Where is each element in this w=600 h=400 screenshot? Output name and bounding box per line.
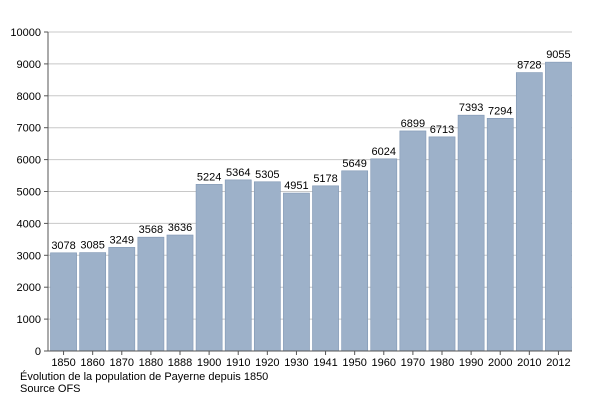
data-label: 3085 — [80, 240, 104, 252]
data-label: 5364 — [226, 167, 250, 179]
data-label: 5305 — [255, 169, 279, 181]
x-tick-label: 1950 — [342, 357, 366, 369]
data-label: 7294 — [488, 105, 512, 117]
bar — [224, 179, 252, 352]
bar — [50, 252, 77, 352]
x-tick-label: 1980 — [430, 357, 454, 369]
x-tick-label: 1990 — [459, 357, 483, 369]
data-labels: 3078 3085 3249 3568 3636 5224 5364 5305 4951 5178… — [51, 49, 570, 252]
bar — [545, 61, 572, 352]
x-tick-label: 1860 — [80, 357, 104, 369]
bar — [253, 181, 281, 352]
x-tick-label: 1900 — [197, 357, 221, 369]
data-label: 4951 — [284, 180, 308, 192]
bar — [486, 118, 514, 352]
data-label: 3568 — [139, 224, 163, 236]
data-label: 8728 — [517, 60, 541, 72]
x-tick-label: 1970 — [401, 357, 425, 369]
bar — [195, 184, 223, 352]
bar — [457, 114, 485, 352]
data-label: 3636 — [168, 222, 192, 234]
y-tick-label: 4000 — [17, 218, 41, 230]
bar — [515, 72, 543, 352]
x-tick-label: 1910 — [226, 357, 250, 369]
data-label: 9055 — [546, 49, 570, 61]
y-tick-label: 6000 — [17, 155, 41, 167]
x-tick-label: 1850 — [51, 357, 75, 369]
data-label: 5178 — [313, 173, 337, 185]
data-label: 7393 — [459, 102, 483, 114]
bar — [399, 130, 427, 352]
caption-title: Évolution de la population de Payerne de… — [20, 371, 269, 383]
bar — [428, 136, 456, 352]
bar — [370, 158, 398, 352]
x-tick-label: 1930 — [284, 357, 308, 369]
y-tick-label: 3000 — [17, 250, 41, 262]
bar — [341, 170, 369, 352]
y-tick-label: 1000 — [17, 314, 41, 326]
data-label: 5224 — [197, 171, 221, 183]
x-tick-label: 1888 — [168, 357, 192, 369]
data-label: 6899 — [401, 118, 425, 130]
data-label: 5649 — [342, 158, 366, 170]
grid-lines — [48, 31, 572, 320]
bars — [50, 61, 572, 352]
caption-source: Source OFS — [20, 383, 81, 395]
x-tick-label: 2010 — [517, 357, 541, 369]
y-tick-label: 5000 — [17, 187, 41, 199]
x-tick-label: 2012 — [546, 357, 570, 369]
y-tick-label: 10000 — [10, 27, 41, 39]
data-label: 3249 — [110, 234, 134, 246]
y-tick-label: 7000 — [17, 123, 41, 135]
data-label: 6024 — [372, 146, 396, 158]
bar — [312, 185, 339, 352]
bar — [137, 236, 165, 352]
y-tick-label: 8000 — [17, 91, 41, 103]
bar — [79, 252, 107, 352]
bar — [108, 247, 136, 352]
x-tick-label: 1920 — [255, 357, 279, 369]
x-tick-label: 1960 — [372, 357, 396, 369]
y-tick-label: 9000 — [17, 59, 41, 71]
bar — [166, 234, 194, 352]
y-tick-label: 0 — [35, 346, 41, 358]
data-label: 3078 — [51, 240, 75, 252]
data-label: 6713 — [430, 124, 454, 136]
x-tick-label: 1870 — [110, 357, 134, 369]
x-tick-label: 1880 — [139, 357, 163, 369]
x-tick-label: 2000 — [488, 357, 512, 369]
axes: 0 1000 2000 3000 4000 5000 6000 7000 8000 9000 100… — [10, 27, 572, 369]
y-tick-label: 2000 — [17, 282, 41, 294]
bar — [283, 192, 310, 352]
x-tick-label: 1941 — [313, 357, 337, 369]
